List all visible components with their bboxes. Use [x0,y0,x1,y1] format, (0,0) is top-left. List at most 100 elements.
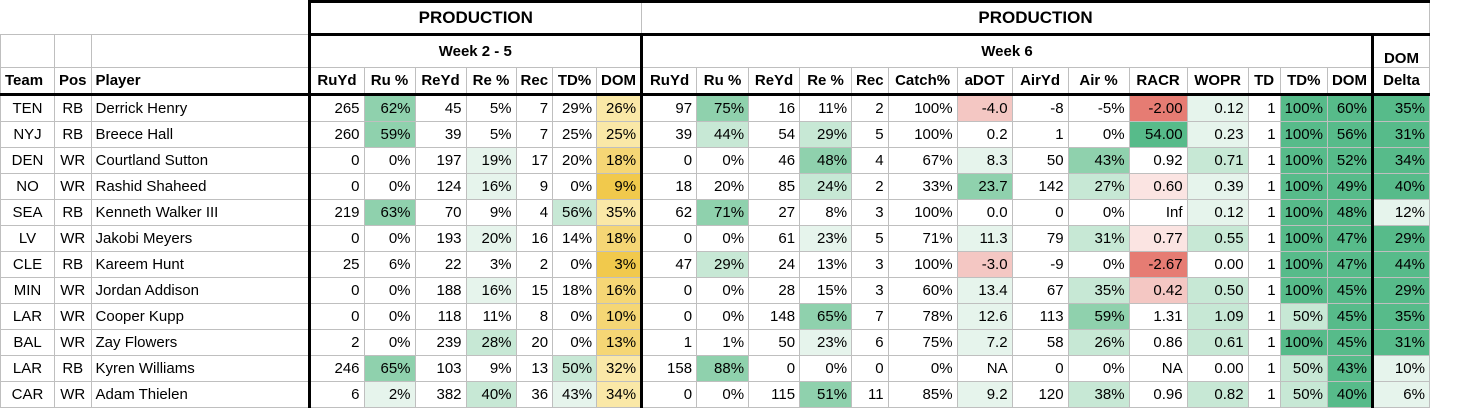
table-cell[interactable]: 188 [414,277,467,304]
table-cell[interactable]: 142 [1011,173,1069,200]
table-cell[interactable]: 1 [1247,277,1281,304]
table-cell[interactable]: 1 [640,329,698,356]
column-header[interactable]: AirYd [1011,67,1069,96]
table-cell[interactable]: 246 [307,355,365,382]
table-cell[interactable]: 13.4 [956,277,1013,304]
table-cell[interactable]: 60% [1326,94,1373,122]
table-cell[interactable]: 0.71 [1186,147,1249,174]
table-cell[interactable]: 71% [887,225,958,252]
header-empty-cell[interactable] [0,34,55,68]
table-cell[interactable]: 13 [515,355,554,382]
column-header[interactable]: Re % [465,67,517,96]
table-cell[interactable]: BAL [0,329,55,356]
table-cell[interactable]: 0% [696,147,750,174]
column-header[interactable]: aDOT [956,67,1013,96]
table-cell[interactable]: 5 [851,225,889,252]
table-cell[interactable]: 100% [1279,199,1328,226]
table-cell[interactable]: 12% [1370,199,1430,226]
table-cell[interactable]: 29% [552,94,598,122]
table-cell[interactable]: 85 [748,173,801,200]
table-cell[interactable]: 0.86 [1128,329,1188,356]
table-cell[interactable]: 45% [1326,277,1373,304]
table-cell[interactable]: Kyren Williams [90,355,310,382]
table-cell[interactable]: 0% [1067,355,1130,382]
column-header[interactable]: TD [1247,67,1281,96]
table-cell[interactable]: 0% [696,225,750,252]
table-cell[interactable]: 28% [465,329,517,356]
table-cell[interactable]: 265 [307,94,365,122]
table-cell[interactable]: 0.77 [1128,225,1188,252]
column-header[interactable]: TD% [552,67,598,96]
table-cell[interactable]: 1 [1247,94,1281,122]
dom-top-label[interactable]: DOM [1370,33,1430,68]
table-cell[interactable]: 34% [596,381,643,408]
table-cell[interactable]: 100% [1279,121,1328,148]
table-cell[interactable]: 0% [887,355,958,382]
column-header[interactable]: WOPR [1186,67,1249,96]
column-header[interactable]: RuYd [307,67,365,96]
table-cell[interactable]: 78% [887,303,958,330]
table-cell[interactable]: 50% [1279,381,1328,408]
table-cell[interactable]: 6% [363,251,416,278]
table-cell[interactable]: 75% [887,329,958,356]
table-cell[interactable]: 39 [414,121,467,148]
table-cell[interactable]: WR [54,329,92,356]
table-cell[interactable]: -8 [1011,94,1069,122]
table-cell[interactable]: 0.55 [1186,225,1249,252]
table-cell[interactable]: 0% [363,277,416,304]
header-empty-cell[interactable] [90,34,310,68]
table-cell[interactable]: 0 [851,355,889,382]
column-header[interactable]: RACR [1128,67,1188,96]
table-cell[interactable]: 0 [640,303,698,330]
table-cell[interactable]: 120 [1011,381,1069,408]
table-cell[interactable]: 4 [515,199,554,226]
table-cell[interactable]: 52% [1326,147,1373,174]
table-cell[interactable]: 47% [1326,225,1373,252]
table-cell[interactable]: 39 [640,121,698,148]
table-cell[interactable]: Breece Hall [90,121,310,148]
table-cell[interactable]: 15 [515,277,554,304]
table-cell[interactable]: 1% [696,329,750,356]
table-cell[interactable]: 10% [596,303,643,330]
table-cell[interactable]: 51% [799,381,853,408]
table-cell[interactable]: 27% [1067,173,1130,200]
table-cell[interactable]: LV [0,225,55,252]
table-cell[interactable]: 27 [748,199,801,226]
table-cell[interactable]: 71% [696,199,750,226]
table-cell[interactable]: 1 [1247,381,1281,408]
table-cell[interactable]: 62 [640,199,698,226]
table-cell[interactable]: Jakobi Meyers [90,225,310,252]
table-cell[interactable]: DEN [0,147,55,174]
table-cell[interactable]: 65% [363,355,416,382]
table-cell[interactable]: 1 [1247,251,1281,278]
table-cell[interactable]: RB [54,94,92,122]
table-cell[interactable]: 36 [515,381,554,408]
table-cell[interactable]: 0.42 [1128,277,1188,304]
table-cell[interactable]: 0.00 [1186,355,1249,382]
table-cell[interactable]: Inf [1128,199,1188,226]
column-header[interactable]: Ru % [696,67,750,96]
table-cell[interactable]: 0.50 [1186,277,1249,304]
table-cell[interactable]: 29% [696,251,750,278]
table-cell[interactable]: 1 [1247,199,1281,226]
table-cell[interactable]: 33% [887,173,958,200]
table-cell[interactable]: 9% [465,355,517,382]
table-cell[interactable]: MIN [0,277,55,304]
table-cell[interactable]: 32% [596,355,643,382]
table-cell[interactable]: 103 [414,355,467,382]
table-cell[interactable]: 5% [465,94,517,122]
table-cell[interactable]: 15% [799,277,853,304]
table-cell[interactable]: 34% [1370,147,1430,174]
table-cell[interactable]: Adam Thielen [90,381,310,408]
table-cell[interactable]: 29% [1370,225,1430,252]
table-cell[interactable]: 3 [851,199,889,226]
table-cell[interactable]: 0% [552,173,598,200]
table-cell[interactable]: 8 [515,303,554,330]
table-cell[interactable]: 56% [552,199,598,226]
table-cell[interactable]: 100% [887,251,958,278]
table-cell[interactable]: 382 [414,381,467,408]
table-cell[interactable]: 24 [748,251,801,278]
table-cell[interactable]: 16% [596,277,643,304]
table-cell[interactable]: 31% [1067,225,1130,252]
table-cell[interactable]: 0 [307,173,365,200]
